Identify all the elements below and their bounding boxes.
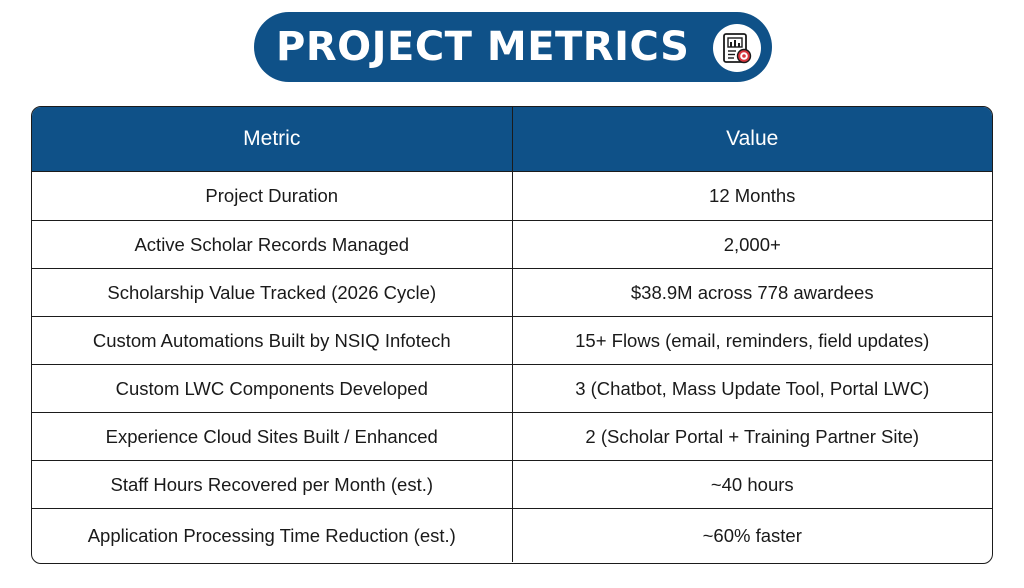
table-header-row: Metric Value [32,107,992,171]
page-title: PROJECT METRICS [276,24,690,70]
value-cell: ~40 hours [710,473,794,495]
table-row: Scholarship Value Tracked (2026 Cycle) $… [32,268,992,316]
table-row: Custom LWC Components Developed 3 (Chatb… [32,364,992,412]
header-metric: Metric [32,107,513,171]
value-cell: 3 (Chatbot, Mass Update Tool, Portal LWC… [575,377,930,399]
table-row: Staff Hours Recovered per Month (est.) ~… [32,460,992,508]
metric-cell: Custom Automations Built by NSIQ Infotec… [32,317,513,364]
metrics-table: Metric Value Project Duration 12 Months … [31,106,993,564]
table-row: Experience Cloud Sites Built / Enhanced … [32,412,992,460]
value-cell: 2,000+ [723,233,781,255]
title-banner: PROJECT METRICS [254,12,772,82]
metric-cell: Scholarship Value Tracked (2026 Cycle) [32,269,513,316]
value-cell: ~60% faster [702,524,802,546]
metric-cell: Active Scholar Records Managed [32,221,513,268]
table-row: Application Processing Time Reduction (e… [32,508,992,562]
value-cell: 12 Months [709,185,796,206]
header-value: Value [726,127,779,150]
report-chart-target-icon [713,24,761,72]
metric-cell: Application Processing Time Reduction (e… [32,509,513,562]
table-row: Project Duration 12 Months [32,171,992,220]
report-chart-target-icon-graphic [723,33,752,64]
table-row: Active Scholar Records Managed 2,000+ [32,220,992,268]
value-cell: 15+ Flows (email, reminders, field updat… [575,329,930,351]
metric-cell: Project Duration [32,172,513,220]
metric-cell: Experience Cloud Sites Built / Enhanced [32,413,513,460]
value-cell: $38.9M across 778 awardees [630,281,874,303]
metric-cell: Custom LWC Components Developed [32,365,513,412]
table-row: Custom Automations Built by NSIQ Infotec… [32,316,992,364]
metric-cell: Staff Hours Recovered per Month (est.) [32,461,513,508]
value-cell: 2 (Scholar Portal + Training Partner Sit… [585,425,920,447]
